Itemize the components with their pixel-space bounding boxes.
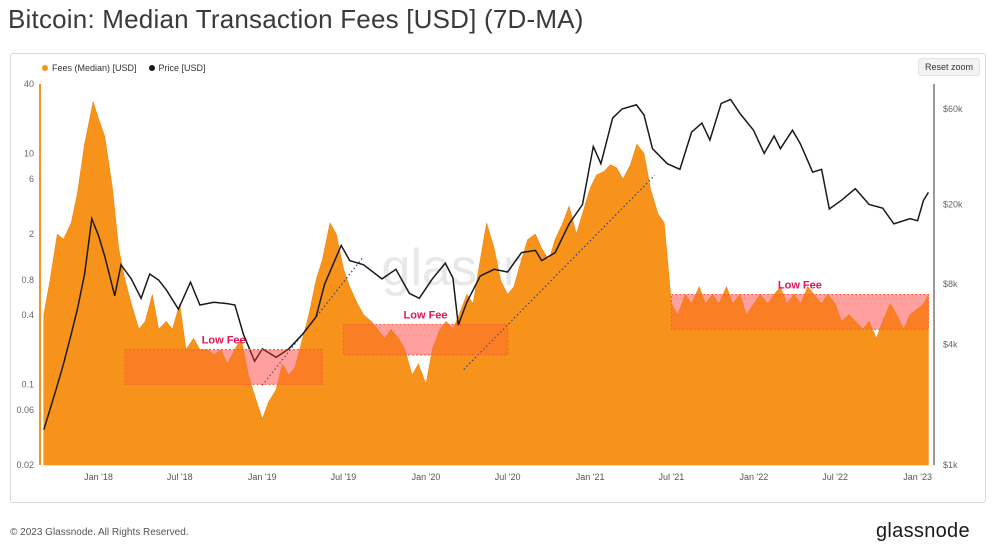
low-fee-box-overlay bbox=[124, 349, 323, 385]
low-fee-box-overlay bbox=[342, 323, 509, 356]
fees-area bbox=[43, 100, 929, 466]
x-tick-label: Jan '18 bbox=[84, 472, 113, 482]
y-left-tick-label: 10 bbox=[24, 148, 34, 158]
legend-label-fees: Fees (Median) [USD] bbox=[52, 63, 137, 73]
low-fee-label: Low Fee bbox=[778, 280, 822, 292]
trend-line bbox=[261, 256, 365, 386]
price-line bbox=[43, 98, 930, 430]
reset-zoom-button[interactable]: Reset zoom bbox=[918, 58, 981, 76]
y-left-tick-label: 6 bbox=[29, 174, 34, 184]
x-tick-label: Jul '22 bbox=[822, 472, 848, 482]
y-left-tick-label: 0.06 bbox=[16, 405, 34, 415]
fees-dot-icon bbox=[42, 65, 48, 71]
y-left-tick-label: 0.8 bbox=[21, 275, 34, 285]
y-right-tick-label: $20k bbox=[943, 200, 963, 210]
x-tick-label: Jan '23 bbox=[903, 472, 932, 482]
x-tick-label: Jan '21 bbox=[576, 472, 605, 482]
y-axis-left: 40 10 6 2 0.8 0.4 0.1 0.06 0.02 bbox=[16, 79, 34, 470]
y-left-tick-label: 0.1 bbox=[21, 379, 34, 389]
y-left-tick-label: 40 bbox=[24, 79, 34, 89]
low-fee-box-overlay bbox=[670, 294, 929, 330]
y-right-tick-label: $60k bbox=[943, 104, 963, 114]
y-right-tick-label: $1k bbox=[943, 460, 958, 470]
y-right-tick-label: $4k bbox=[943, 339, 958, 349]
brand-logo: glassnode bbox=[876, 520, 970, 542]
low-fee-labels: Low Fee Low Fee Low Fee bbox=[124, 280, 929, 385]
x-tick-label: Jul '19 bbox=[331, 472, 357, 482]
y-right-tick-label: $8k bbox=[943, 279, 958, 289]
low-fee-label: Low Fee bbox=[404, 309, 448, 321]
y-left-tick-label: 0.4 bbox=[21, 310, 34, 320]
page-title: Bitcoin: Median Transaction Fees [USD] (… bbox=[8, 4, 584, 34]
legend-item-price[interactable]: Price [USD] bbox=[148, 63, 206, 73]
x-tick-label: Jan '19 bbox=[248, 472, 277, 482]
x-tick-label: Jul '18 bbox=[167, 472, 193, 482]
x-tick-label: Jul '21 bbox=[659, 472, 685, 482]
x-tick-label: Jan '20 bbox=[412, 472, 441, 482]
trend-line bbox=[463, 174, 656, 370]
x-tick-label: Jan '22 bbox=[740, 472, 769, 482]
y-axis-right: $60k $20k $8k $4k $1k bbox=[943, 104, 963, 470]
legend-label-price: Price [USD] bbox=[158, 63, 206, 73]
price-dot-icon bbox=[148, 65, 155, 71]
x-axis: Jan '18 Jul '18 Jan '19 Jul '19 Jan '20 Jul '… bbox=[84, 472, 932, 482]
copyright: © 2023 Glassnode. All Rights Reserved. bbox=[10, 527, 189, 538]
y-left-tick-label: 2 bbox=[29, 229, 34, 239]
low-fee-label: Low Fee bbox=[202, 335, 246, 347]
y-left-tick-label: 0.02 bbox=[16, 460, 34, 470]
trend-lines bbox=[261, 174, 656, 386]
legend: Fees (Median) [USD] Price [USD] bbox=[42, 63, 206, 73]
legend-item-fees[interactable]: Fees (Median) [USD] bbox=[42, 63, 137, 73]
x-tick-label: Jul '20 bbox=[495, 472, 521, 482]
